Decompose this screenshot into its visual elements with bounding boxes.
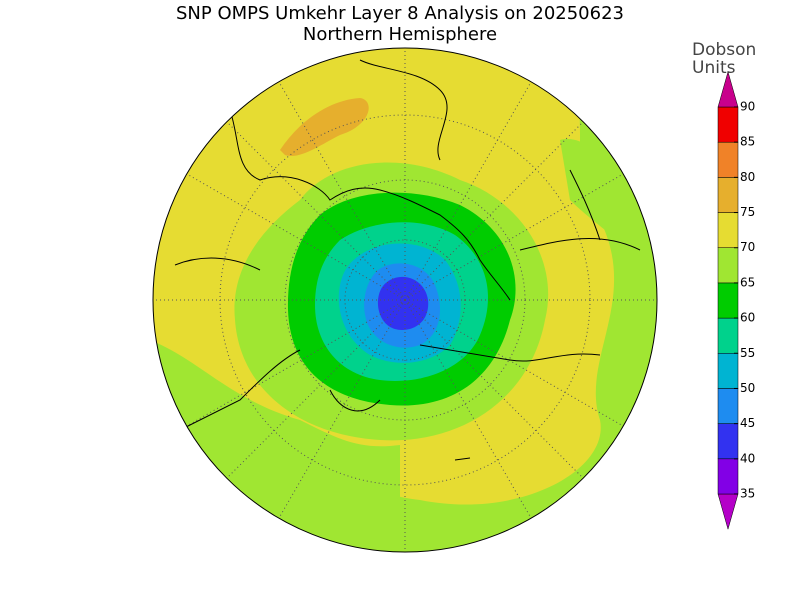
colorbar-tick-label: 50 bbox=[740, 381, 755, 395]
colorbar-band bbox=[717, 247, 739, 284]
colorbar-tick-label: 90 bbox=[740, 100, 755, 114]
colorbar-tick-label: 55 bbox=[740, 346, 755, 360]
polar-map bbox=[153, 48, 657, 552]
colorbar-band bbox=[717, 353, 739, 389]
colorbar-band bbox=[717, 106, 739, 143]
colorbar-extension bbox=[717, 70, 739, 108]
colorbar-tick-label: 35 bbox=[740, 487, 755, 501]
colorbar-label: Units bbox=[692, 58, 736, 78]
colorbar-tick-label: 85 bbox=[740, 135, 755, 149]
map-title: SNP OMPS Umkehr Layer 8 Analysis on 2025… bbox=[176, 3, 624, 24]
colorbar-tick-label: 70 bbox=[740, 240, 755, 254]
colorbar-band bbox=[717, 282, 739, 319]
colorbar-extension bbox=[717, 493, 739, 531]
colorbar-tick-label: 45 bbox=[740, 416, 755, 430]
colorbar-band bbox=[717, 423, 739, 460]
colorbar-tick-label: 40 bbox=[740, 451, 755, 465]
colorbar: 35 40 45 50 55 60 65 70 75 80 85 90 bbox=[717, 70, 755, 531]
colorbar-band bbox=[717, 317, 739, 354]
map-subtitle: Northern Hemisphere bbox=[303, 24, 497, 45]
colorbar-tick-label: 80 bbox=[740, 170, 755, 184]
colorbar-tick-label: 60 bbox=[740, 311, 755, 325]
colorbar-band bbox=[717, 388, 739, 424]
colorbar-band bbox=[717, 141, 739, 178]
colorbar-band bbox=[717, 458, 739, 495]
colorbar-label: Dobson bbox=[692, 40, 756, 60]
colorbar-band bbox=[717, 177, 739, 213]
map-border bbox=[152, 47, 658, 553]
colorbar-band bbox=[717, 212, 739, 248]
colorbar-tick-label: 75 bbox=[740, 205, 755, 219]
colorbar-tick-label: 65 bbox=[740, 275, 755, 289]
